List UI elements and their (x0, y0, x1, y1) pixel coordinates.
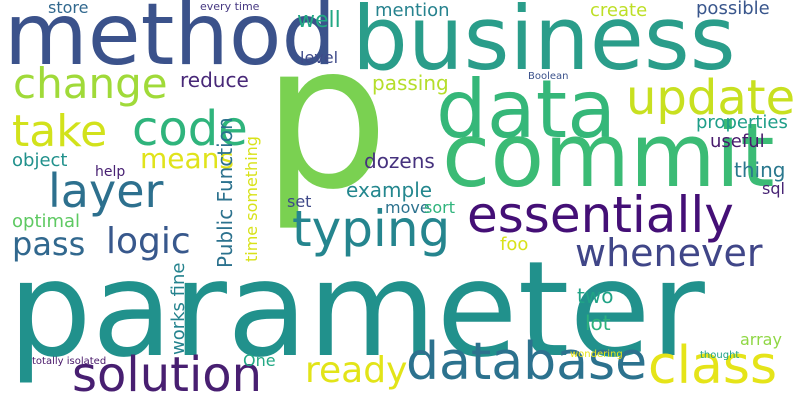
word-essentially: essentially (467, 186, 734, 244)
word-array: array (740, 330, 782, 349)
word-pass: pass (12, 225, 86, 263)
word-update: update (626, 70, 796, 126)
word-wondering: time something (242, 136, 261, 262)
word-works-fine: totally isolated (32, 356, 107, 367)
word-public-function: wondering (570, 349, 623, 360)
word-time-something: thought (700, 350, 740, 361)
word-parameter: parameter (8, 233, 705, 387)
word-mention: mention (375, 0, 450, 21)
word-typing: typing (292, 200, 451, 258)
word-optimal: optimal (12, 211, 81, 232)
word-example: example (346, 178, 433, 202)
word-create: create (590, 0, 648, 21)
word-store: store (48, 0, 89, 17)
word-thought: works fine (168, 262, 189, 355)
word-boolean: Public Function (213, 117, 237, 268)
word-dozens: dozens (364, 149, 435, 173)
word-code: code (132, 101, 248, 157)
word-means: means (140, 142, 234, 175)
word-possible: possible (696, 0, 770, 19)
word-set: set (287, 192, 312, 211)
word-sort: sort (424, 198, 455, 217)
word-commit: commit (442, 104, 775, 207)
word-thing: thing (734, 158, 786, 182)
word-every-time: every time (200, 0, 260, 13)
word-move: move (385, 198, 430, 217)
word-properties: properties (696, 112, 788, 133)
word-ready: ready (305, 350, 408, 391)
word-foo: foo (500, 234, 529, 255)
word-database: database (406, 332, 648, 392)
word-logic: logic (106, 221, 191, 262)
word-take: take (12, 106, 108, 157)
word-help: help (95, 164, 126, 180)
word-object: object (12, 150, 68, 171)
word-method: method (4, 0, 337, 85)
word-data: data (436, 63, 617, 156)
word-class: class (648, 336, 778, 396)
word-change: change (13, 59, 168, 108)
word-whenever: whenever (575, 231, 763, 275)
word-solution: solution (72, 347, 263, 400)
word-two: two (577, 284, 614, 308)
word-well: well (297, 8, 341, 33)
word-one: One (243, 351, 276, 370)
word-useful: useful (710, 131, 765, 152)
word-lot: lot (585, 311, 611, 335)
word-totally-isolated: Boolean (528, 71, 569, 82)
word-passing: passing (372, 71, 449, 95)
word-p: p (262, 1, 389, 234)
word-layer: layer (48, 164, 164, 218)
word-business: business (352, 0, 736, 90)
word-reduce: reduce (180, 68, 249, 92)
word-sql: sql (762, 179, 785, 198)
word-level: level (300, 48, 339, 67)
